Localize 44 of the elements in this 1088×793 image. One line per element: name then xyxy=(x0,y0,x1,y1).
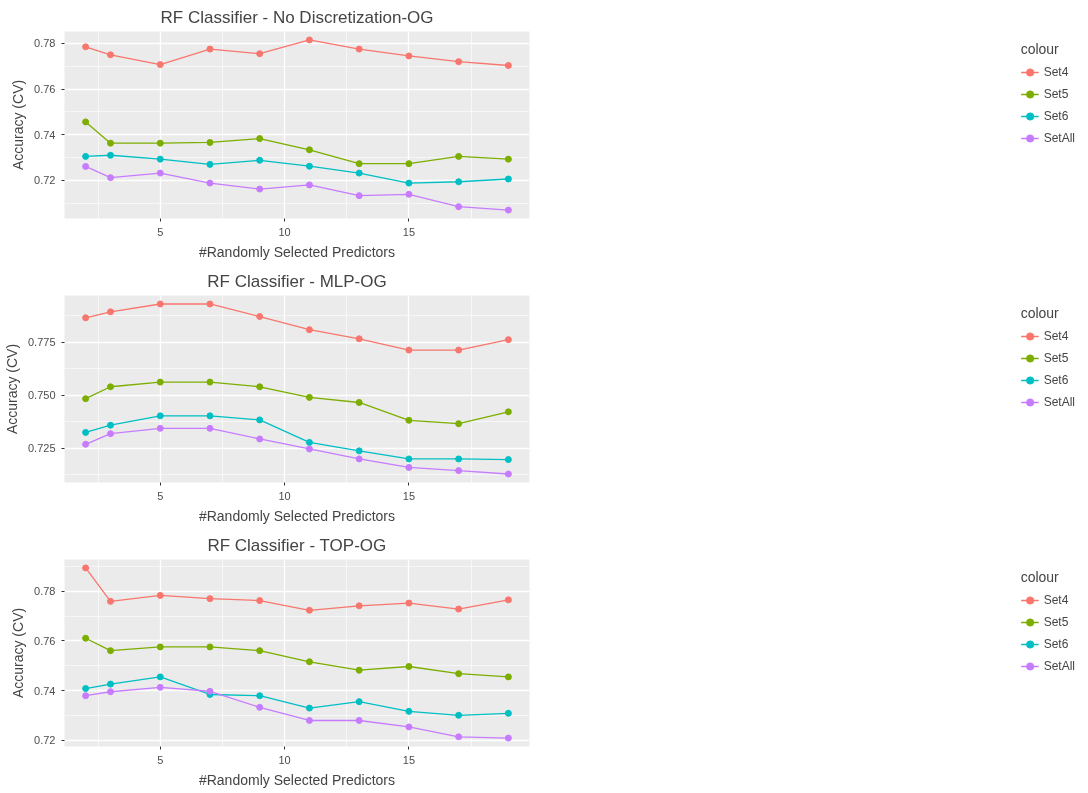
legend-title: colour xyxy=(1020,41,1060,57)
legend-label: Set5 xyxy=(1043,87,1069,101)
x-tick-label: 5 xyxy=(157,489,164,502)
x-tick-label: 15 xyxy=(402,753,416,766)
x-axis-title: #Randomly Selected Predictors xyxy=(198,507,396,524)
legend-label: Set6 xyxy=(1043,109,1069,123)
chart-title: RF Classifier - MLP-OG xyxy=(207,271,387,291)
legend-label: Set6 xyxy=(1043,637,1069,651)
legend-label: Set4 xyxy=(1043,65,1069,79)
x-tick-label: 15 xyxy=(402,225,416,238)
legend-label: Set4 xyxy=(1043,329,1069,343)
legend-label: SetAll xyxy=(1043,131,1075,145)
x-tick-label: 10 xyxy=(278,225,291,238)
legend-label: SetAll xyxy=(1043,659,1075,673)
legend-label: SetAll xyxy=(1043,395,1075,409)
legend-label: Set4 xyxy=(1043,593,1069,607)
y-axis-title: Accuracy (CV) xyxy=(10,79,27,171)
x-tick-label: 15 xyxy=(402,489,416,502)
x-tick-label: 10 xyxy=(278,489,291,502)
x-tick-label: 5 xyxy=(157,753,164,766)
x-tick-label: 5 xyxy=(157,225,164,238)
x-tick-label: 10 xyxy=(278,753,291,766)
y-tick-label: 0.78 xyxy=(34,585,56,598)
chart-title: RF Classifier - No Discretization-OG xyxy=(160,7,434,27)
y-tick-label: 0.76 xyxy=(34,83,56,96)
y-tick-label: 0.72 xyxy=(34,734,56,747)
x-axis-title: #Randomly Selected Predictors xyxy=(198,771,396,788)
x-axis-title: #Randomly Selected Predictors xyxy=(198,243,396,260)
y-tick-label: 0.78 xyxy=(34,37,56,50)
legend-title: colour xyxy=(1020,569,1060,585)
legend-label: Set6 xyxy=(1043,373,1069,387)
y-tick-label: 0.74 xyxy=(34,128,56,141)
legend-title: colour xyxy=(1020,305,1060,321)
y-axis-title: Accuracy (CV) xyxy=(10,607,27,699)
y-axis-title: Accuracy (CV) xyxy=(3,343,20,435)
y-tick-label: 0.775 xyxy=(27,336,56,349)
legend-label: Set5 xyxy=(1043,351,1069,365)
y-tick-label: 0.76 xyxy=(34,634,56,647)
y-tick-label: 0.72 xyxy=(34,174,56,187)
legend-label: Set5 xyxy=(1043,615,1069,629)
y-tick-label: 0.74 xyxy=(34,684,56,697)
y-tick-label: 0.725 xyxy=(27,442,56,455)
chart-title: RF Classifier - TOP-OG xyxy=(207,535,387,555)
y-tick-label: 0.750 xyxy=(27,389,56,402)
